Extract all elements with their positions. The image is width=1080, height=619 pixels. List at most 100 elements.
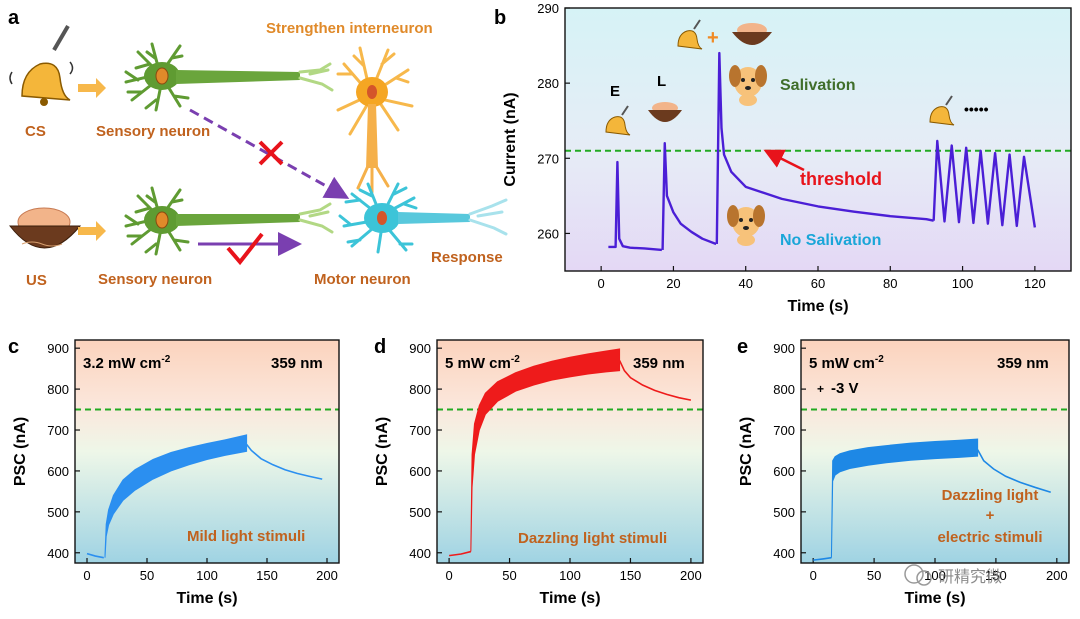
y-tick-label: 500 [47, 505, 69, 520]
y-tick-label: 800 [47, 382, 69, 397]
y-tick-label: 280 [537, 76, 559, 91]
panel-b: b 0 20 40 60 80 100 120 260 270 280 290 Time (s) Cur… [494, 1, 1072, 315]
current-trace [661, 142, 717, 250]
cs-label: CS [25, 123, 46, 140]
plot-background-b [565, 8, 1071, 271]
y-axis-label: Current (nA) [502, 92, 519, 186]
x-axis-label: Time (s) [176, 590, 237, 607]
dog-icon-salivation [729, 65, 767, 106]
x-tick-label: 120 [1024, 276, 1046, 291]
threshold-label: threshold [800, 169, 882, 189]
y-tick-label: 700 [409, 423, 431, 438]
interneuron [336, 46, 414, 194]
x-tick-label: 0 [83, 568, 90, 583]
x-tick-label: 80 [883, 276, 897, 291]
panel-label-e: e [737, 336, 748, 358]
watermark: 研精究微 [904, 564, 1002, 586]
threshold-arrow [763, 149, 805, 172]
psc-decay [976, 449, 1051, 493]
caption-c: Mild light stimuli [187, 528, 305, 545]
current-trace [715, 51, 934, 244]
dog-icon-no-salivation [727, 205, 765, 246]
psc-baseline [813, 556, 832, 561]
x-tick-label: 150 [620, 568, 642, 583]
voltage-e: -3 V [831, 380, 859, 397]
label-L: L [657, 73, 666, 90]
x-axis-label: Time (s) [539, 590, 600, 607]
y-tick-label: 600 [773, 464, 795, 479]
response-label: Response [431, 249, 503, 266]
psc-oscillation-band [470, 348, 621, 552]
y-tick-label: 700 [47, 423, 69, 438]
y-tick-label: 270 [537, 151, 559, 166]
wavelength-e: 359 nm [997, 355, 1049, 372]
watermark-text: 研精究微 [938, 568, 1002, 586]
sensory-top-label: Sensory neuron [96, 123, 210, 140]
psc-baseline [86, 552, 104, 559]
check-icon [226, 232, 264, 266]
caption-e-line1: Dazzling light [942, 487, 1039, 504]
chart-b: 0 20 40 60 80 100 120 260 270 280 290 Time (s) Curre… [502, 1, 1071, 315]
panel-label-a: a [8, 7, 20, 29]
x-axis-label: Time (s) [787, 298, 848, 315]
intensity-e: 5 mW cm-2 [809, 354, 884, 372]
y-tick-label: 600 [47, 464, 69, 479]
y-tick-label: 400 [47, 546, 69, 561]
current-trace [932, 139, 1037, 228]
chart-e: 0 50 100 150 200 400 500 600 700 800 900 Time (s) PS… [738, 341, 1069, 607]
x-tick-label: 0 [598, 276, 605, 291]
x-tick-label: 50 [867, 568, 881, 583]
x-tick-label: 200 [680, 568, 702, 583]
bell-icon [9, 24, 74, 106]
caption-d: Dazzling light stimuli [518, 530, 667, 547]
sensory-neuron-bottom [124, 186, 334, 256]
interneuron-label: Strengthen interneuron [266, 20, 433, 37]
psc-decay [618, 360, 692, 401]
y-tick-label: 500 [409, 505, 431, 520]
y-tick-label: 400 [773, 546, 795, 561]
voltage-mark-e: + [817, 382, 824, 396]
wavelength-d: 359 nm [633, 355, 685, 372]
panel-c: c 0 50 100 150 200 400 500 600 700 800 900 Time (s)… [8, 336, 340, 607]
psc-baseline [448, 550, 472, 557]
caption-e-line3: electric stimuli [937, 529, 1042, 546]
chart-d: 0 50 100 150 200 400 500 600 700 800 900 Time (s) PS… [374, 341, 703, 607]
x-tick-label: 50 [140, 568, 154, 583]
food-bowl-icon [8, 207, 82, 249]
chart-c: 0 50 100 150 200 400 500 600 700 800 900 Time (s) PS… [12, 341, 339, 607]
plus-sign: + [707, 27, 719, 49]
x-tick-label: 100 [952, 276, 974, 291]
psc-oscillation-band [104, 434, 248, 558]
y-tick-label: 900 [409, 341, 431, 356]
panel-label-c: c [8, 336, 19, 358]
intensity-d: 5 mW cm-2 [445, 354, 520, 372]
x-axis-label: Time (s) [904, 590, 965, 607]
y-tick-label: 700 [773, 423, 795, 438]
plot-frame-e [800, 339, 1070, 564]
panel-e: e 0 50 100 150 200 400 500 600 700 800 900 Time (s)… [737, 336, 1070, 607]
panel-a: a CS Sensory neuron Strengthen i [8, 7, 508, 289]
y-tick-label: 290 [537, 1, 559, 16]
y-axis-label: PSC (nA) [738, 417, 755, 486]
caption-e-line2: + [986, 507, 995, 524]
x-tick-label: 60 [811, 276, 825, 291]
y-tick-label: 900 [47, 341, 69, 356]
x-tick-label: 100 [559, 568, 581, 583]
x-tick-label: 20 [666, 276, 680, 291]
x-tick-label: 200 [316, 568, 338, 583]
no-salivation-label: No Salivation [780, 232, 881, 249]
y-axis-label: PSC (nA) [12, 417, 29, 486]
food-bowl-icon-top [732, 23, 772, 45]
panel-label-b: b [494, 7, 506, 29]
bell-icon-top [677, 19, 703, 50]
x-tick-label: 100 [196, 568, 218, 583]
psc-oscillation-band [830, 438, 979, 558]
x-tick-label: 200 [1046, 568, 1068, 583]
salivation-label: Salivation [780, 77, 856, 94]
y-tick-label: 400 [409, 546, 431, 561]
motor-label: Motor neuron [314, 271, 411, 288]
sensory-bottom-label: Sensory neuron [98, 271, 212, 288]
dashed-arrow [189, 108, 350, 199]
us-arrow [78, 221, 106, 241]
